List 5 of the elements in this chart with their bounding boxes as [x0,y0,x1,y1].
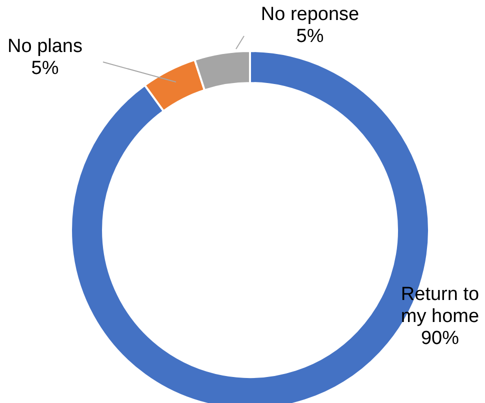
data-label: 90% [420,328,460,349]
slice-label: No reponse [260,4,360,25]
data-label: 5% [31,58,59,79]
data-label: 5% [296,26,324,47]
slice-label: No plans [8,36,82,57]
